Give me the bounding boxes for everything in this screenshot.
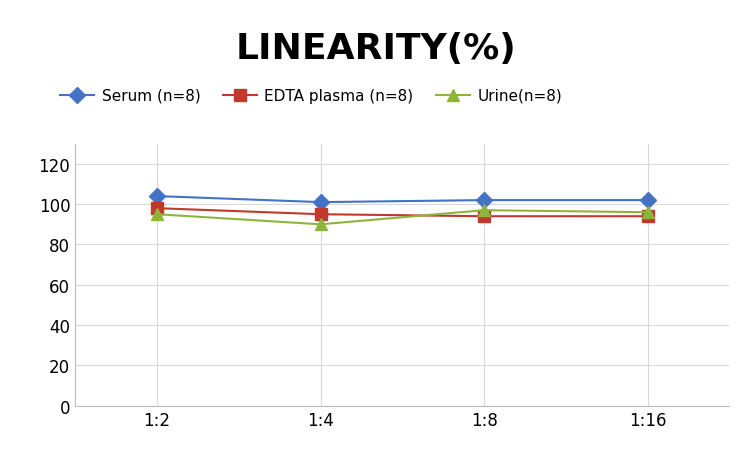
EDTA plasma (n=8)	[643, 214, 652, 220]
EDTA plasma (n=8)	[153, 206, 162, 212]
Serum (n=8)	[643, 198, 652, 203]
Text: LINEARITY(%): LINEARITY(%)	[235, 32, 517, 65]
Line: Serum (n=8): Serum (n=8)	[151, 191, 653, 208]
Line: EDTA plasma (n=8): EDTA plasma (n=8)	[151, 203, 653, 222]
Serum (n=8)	[153, 194, 162, 199]
Urine(n=8)	[316, 222, 325, 227]
Serum (n=8)	[316, 200, 325, 205]
EDTA plasma (n=8)	[316, 212, 325, 217]
Urine(n=8)	[480, 208, 489, 213]
EDTA plasma (n=8)	[480, 214, 489, 220]
Line: Urine(n=8): Urine(n=8)	[151, 205, 653, 230]
Urine(n=8)	[643, 210, 652, 216]
Urine(n=8)	[153, 212, 162, 217]
Legend: Serum (n=8), EDTA plasma (n=8), Urine(n=8): Serum (n=8), EDTA plasma (n=8), Urine(n=…	[60, 89, 562, 104]
Serum (n=8)	[480, 198, 489, 203]
